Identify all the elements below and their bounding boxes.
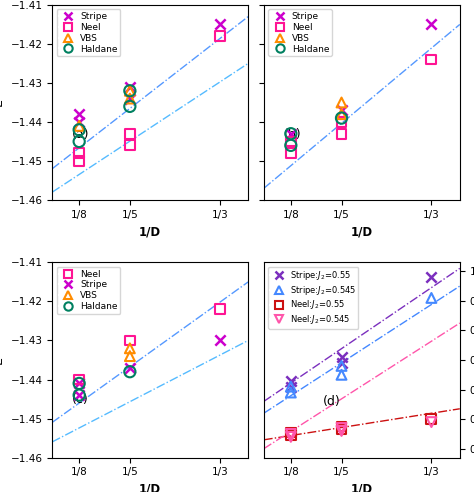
Point bbox=[126, 142, 134, 150]
Point bbox=[75, 118, 83, 126]
Point bbox=[75, 375, 83, 383]
Point bbox=[75, 138, 83, 146]
Legend: Stripe:$J_2$=0.55, Stripe:$J_2$=0.545, Neel:$J_2$=0.55, Neel:$J_2$=0.545: Stripe:$J_2$=0.55, Stripe:$J_2$=0.545, N… bbox=[268, 267, 358, 329]
Point bbox=[428, 418, 435, 426]
Text: (b): (b) bbox=[283, 127, 301, 141]
Point bbox=[287, 430, 295, 438]
Point bbox=[287, 130, 295, 138]
Point bbox=[75, 391, 83, 399]
Point bbox=[287, 138, 295, 146]
Point bbox=[75, 379, 83, 387]
Point bbox=[75, 122, 83, 130]
Point bbox=[337, 427, 345, 435]
Point bbox=[126, 94, 134, 102]
Point bbox=[216, 32, 224, 40]
Point bbox=[287, 142, 295, 150]
Point bbox=[216, 306, 224, 313]
Point bbox=[126, 130, 134, 138]
Text: (c): (c) bbox=[72, 393, 89, 406]
Point bbox=[337, 423, 345, 430]
Point bbox=[337, 106, 345, 114]
Point bbox=[287, 383, 295, 391]
Point bbox=[337, 98, 345, 106]
X-axis label: 1/D: 1/D bbox=[139, 225, 161, 238]
Point bbox=[337, 371, 345, 379]
X-axis label: 1/D: 1/D bbox=[351, 225, 373, 238]
Point bbox=[287, 389, 295, 397]
Point bbox=[126, 94, 134, 102]
Point bbox=[287, 433, 295, 441]
Point bbox=[287, 429, 295, 436]
Y-axis label: E: E bbox=[0, 356, 5, 364]
Legend: Neel, Stripe, VBS, Haldane: Neel, Stripe, VBS, Haldane bbox=[57, 267, 120, 314]
X-axis label: 1/D: 1/D bbox=[351, 483, 373, 492]
Point bbox=[428, 273, 435, 281]
Point bbox=[337, 110, 345, 118]
Point bbox=[126, 344, 134, 352]
Text: (d): (d) bbox=[323, 395, 340, 408]
Point bbox=[75, 391, 83, 399]
X-axis label: 1/D: 1/D bbox=[139, 483, 161, 492]
Point bbox=[337, 359, 345, 367]
Point bbox=[126, 87, 134, 94]
Point bbox=[287, 377, 295, 385]
Point bbox=[428, 21, 435, 29]
Point bbox=[337, 424, 345, 432]
Point bbox=[126, 87, 134, 94]
Point bbox=[126, 337, 134, 344]
Point bbox=[216, 21, 224, 29]
Point bbox=[287, 130, 295, 138]
Legend: Stripe, Neel, VBS, Haldane: Stripe, Neel, VBS, Haldane bbox=[268, 9, 332, 56]
Point bbox=[126, 364, 134, 372]
Legend: Stripe, Neel, VBS, Haldane: Stripe, Neel, VBS, Haldane bbox=[57, 9, 120, 56]
Point bbox=[126, 102, 134, 110]
Point bbox=[337, 426, 345, 433]
Point bbox=[337, 118, 345, 126]
Point bbox=[75, 149, 83, 157]
Point bbox=[75, 157, 83, 165]
Point bbox=[337, 114, 345, 122]
Point bbox=[287, 383, 295, 391]
Point bbox=[428, 415, 435, 423]
Point bbox=[126, 352, 134, 360]
Point bbox=[287, 149, 295, 157]
Point bbox=[428, 56, 435, 63]
Point bbox=[75, 110, 83, 118]
Text: (a): (a) bbox=[72, 127, 89, 141]
Point bbox=[216, 337, 224, 344]
Point bbox=[126, 83, 134, 91]
Point bbox=[337, 362, 345, 370]
Y-axis label: E: E bbox=[0, 98, 5, 106]
Point bbox=[337, 353, 345, 361]
Point bbox=[75, 126, 83, 134]
Point bbox=[287, 431, 295, 439]
Point bbox=[337, 130, 345, 138]
Point bbox=[126, 368, 134, 376]
Point bbox=[75, 379, 83, 387]
Point bbox=[428, 294, 435, 302]
